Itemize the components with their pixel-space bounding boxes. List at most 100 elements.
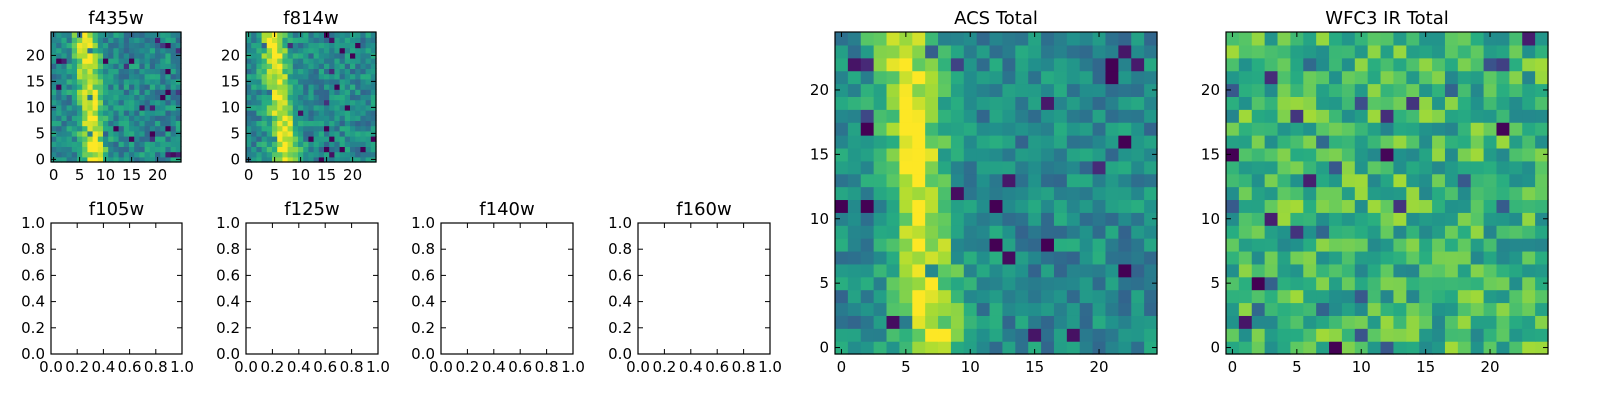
heatmap-cell [1406,302,1420,316]
heatmap-cell [66,141,73,147]
heatmap-cell [989,135,1004,149]
x-tick-label: 1.0 [170,358,194,376]
heatmap-cell [1406,276,1420,291]
heatmap-cell [1290,160,1304,175]
heatmap-cell [77,99,83,106]
heatmap-cell [97,32,104,38]
heatmap-cell [87,89,94,95]
heatmap-cell [1131,225,1145,239]
heatmap-cell [1470,250,1485,265]
heatmap-cell [160,78,166,85]
heatmap-cell [1483,276,1498,291]
heatmap-cell [1316,263,1330,278]
heatmap-cell [1303,57,1317,72]
x-tick-label: 0.8 [732,358,756,376]
heatmap-cell [925,302,939,316]
heatmap-cell [1303,147,1317,162]
heatmap-cell [61,104,68,111]
heatmap-cell [56,37,62,43]
heatmap-cell [287,58,294,64]
heatmap-cell [1028,302,1042,316]
heatmap-cell [118,47,125,54]
heatmap-cell [950,173,965,188]
heatmap-cell [1118,315,1132,329]
heatmap-cell [282,42,289,49]
heatmap-cell [261,136,268,142]
heatmap-cell [246,68,252,75]
heatmap-cell [308,84,315,90]
heatmap-cell [1406,315,1420,329]
heatmap-cell [129,151,135,158]
heatmap-cell [87,58,94,64]
heatmap-cell [277,63,283,69]
heatmap-cell [1251,160,1266,175]
y-tick-label: 20 [26,46,45,64]
heatmap-cell [108,32,114,38]
heatmap-cell [1367,263,1382,278]
heatmap-cell [97,58,104,64]
heatmap-cell [165,94,172,101]
heatmap-cell [1066,122,1081,136]
heatmap-cell [1470,289,1485,304]
x-tick-label: 0.4 [287,358,311,376]
heatmap-cell [925,44,939,59]
heatmap-cell [139,68,146,75]
heatmap-cell [365,115,372,121]
heatmap-cell [1277,122,1291,136]
heatmap-cell [1264,122,1279,136]
heatmap-cell [963,57,978,72]
heatmap-cell [318,141,325,147]
heatmap-cell [97,110,104,116]
heatmap-cell [266,84,273,90]
heatmap-cell [103,47,109,54]
heatmap-cell [123,68,130,75]
heatmap-cell [1144,70,1158,85]
heatmap-cell [1251,250,1266,265]
heatmap-cell [925,70,939,85]
heatmap-cell [1131,83,1145,97]
heatmap-cell [886,302,900,316]
heatmap-cell [1509,250,1523,265]
heatmap-cell [1341,328,1356,342]
heatmap-cell [1432,328,1446,342]
heatmap-cell [97,136,104,142]
heatmap-cell [277,104,283,111]
heatmap-cell [149,130,156,137]
heatmap-cell [298,52,304,59]
heatmap-cell [313,63,320,69]
heatmap-cell [344,78,351,85]
heatmap-cell [277,130,283,137]
heatmap-cell [118,94,125,101]
heatmap-cell [139,47,146,54]
heatmap-cell [97,68,104,75]
heatmap-cell [360,89,367,95]
heatmap-cell [1522,263,1536,278]
heatmap-cell [287,73,294,80]
heatmap-cell [308,78,315,85]
heatmap-cell [912,328,926,342]
heatmap-cell [1419,263,1433,278]
heatmap-cell [1015,238,1029,252]
heatmap-cell [1470,96,1485,110]
heatmap-cell [938,96,952,110]
heatmap-cell [370,120,377,127]
heatmap-cell [165,58,172,64]
heatmap-cell [1015,173,1029,188]
heatmap-cell [1041,199,1055,213]
heatmap-cell [303,89,309,95]
heatmap-cell [1041,225,1055,239]
heatmap-cell [1277,173,1291,188]
heatmap-cell [256,104,263,111]
heatmap-cell [1316,289,1330,304]
heatmap-cell [87,156,94,163]
x-tick-label: 10 [96,166,115,184]
heatmap-cell [324,58,330,64]
heatmap-cell [246,115,252,121]
heatmap-cell [118,136,125,142]
heatmap-cell [912,70,926,85]
heatmap-cell [1303,199,1317,213]
heatmap-cell [170,125,177,132]
heatmap-cell [1483,250,1498,265]
heatmap-cell [303,47,309,54]
